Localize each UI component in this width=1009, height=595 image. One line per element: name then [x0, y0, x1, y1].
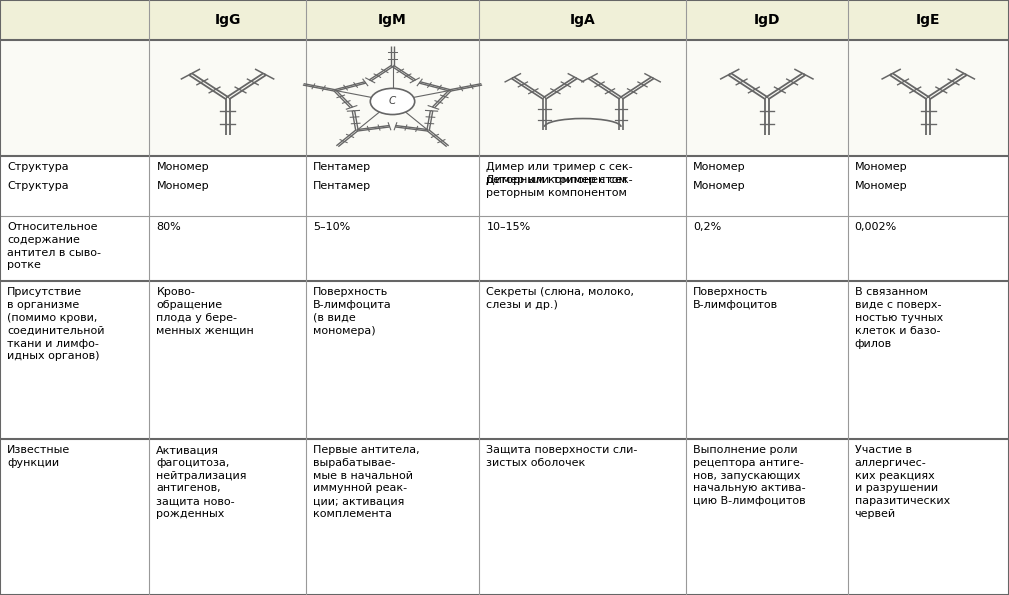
Text: Мономер: Мономер — [156, 181, 209, 191]
Bar — [0, 439, 1009, 595]
Text: Мономер: Мономер — [693, 162, 746, 173]
Text: Участие в
аллергичес-
ких реакциях
и разрушении
паразитических
червей: Участие в аллергичес- ких реакциях и раз… — [855, 445, 949, 519]
Text: Поверхность
В-лимфоцита
(в виде
мономера): Поверхность В-лимфоцита (в виде мономера… — [313, 287, 391, 336]
Text: Димер или тример с сек-
реторным компонентом: Димер или тример с сек- реторным компоне… — [486, 175, 633, 198]
Text: Выполнение роли
рецептора антиге-
нов, запускающих
начальную актива-
цию В-лимфо: Выполнение роли рецептора антиге- нов, з… — [693, 445, 806, 506]
Text: 0,002%: 0,002% — [855, 222, 897, 232]
Text: Крово-
обращение
плода у бере-
менных женщин: Крово- обращение плода у бере- менных же… — [156, 287, 254, 336]
Circle shape — [370, 89, 415, 114]
Text: Секреты (слюна, молоко,
слезы и др.): Секреты (слюна, молоко, слезы и др.) — [486, 287, 635, 310]
Text: Относительное
содержание
антител в сыво-
ротке: Относительное содержание антител в сыво-… — [7, 222, 101, 270]
Text: IgG: IgG — [214, 13, 241, 27]
Text: Мономер: Мономер — [693, 181, 746, 191]
Text: 0,2%: 0,2% — [693, 222, 721, 232]
Text: Мономер: Мономер — [156, 162, 209, 173]
Text: Структура: Структура — [7, 162, 69, 173]
Text: Структура: Структура — [7, 181, 69, 191]
Text: Мономер: Мономер — [855, 162, 907, 173]
Text: Известные
функции: Известные функции — [7, 445, 71, 468]
Text: Присутствие
в организме
(помимо крови,
соединительной
ткани и лимфо-
идных орган: Присутствие в организме (помимо крови, с… — [7, 287, 105, 361]
Text: 80%: 80% — [156, 222, 182, 232]
Text: Защита поверхности сли-
зистых оболочек: Защита поверхности сли- зистых оболочек — [486, 445, 638, 468]
Text: Мономер: Мономер — [855, 181, 907, 191]
Text: Первые антитела,
вырабатывае-
мые в начальной
иммунной реак-
ции; активация
комп: Первые антитела, вырабатывае- мые в нача… — [313, 445, 420, 519]
Text: IgE: IgE — [916, 13, 940, 27]
Bar — [0, 0, 1009, 40]
Text: Активация
фагоцитоза,
нейтрализация
антигенов,
защита ново-
рожденных: Активация фагоцитоза, нейтрализация анти… — [156, 445, 247, 519]
Text: 10–15%: 10–15% — [486, 222, 531, 232]
Text: IgA: IgA — [570, 13, 595, 27]
Text: Димер или тример с сек-
реторным компонентом: Димер или тример с сек- реторным компоне… — [486, 162, 633, 185]
Text: IgD: IgD — [754, 13, 780, 27]
Bar — [0, 156, 1009, 216]
Text: Пентамер: Пентамер — [313, 181, 371, 191]
Text: Поверхность
В-лимфоцитов: Поверхность В-лимфоцитов — [693, 287, 778, 310]
Text: IgM: IgM — [378, 13, 407, 27]
Bar — [0, 40, 1009, 156]
Bar — [0, 281, 1009, 439]
Text: В связанном
виде с поверх-
ностью тучных
клеток и базо-
филов: В связанном виде с поверх- ностью тучных… — [855, 287, 942, 349]
Text: 5–10%: 5–10% — [313, 222, 350, 232]
Text: Пентамер: Пентамер — [313, 162, 371, 173]
Bar — [0, 216, 1009, 281]
Text: C: C — [388, 96, 397, 107]
